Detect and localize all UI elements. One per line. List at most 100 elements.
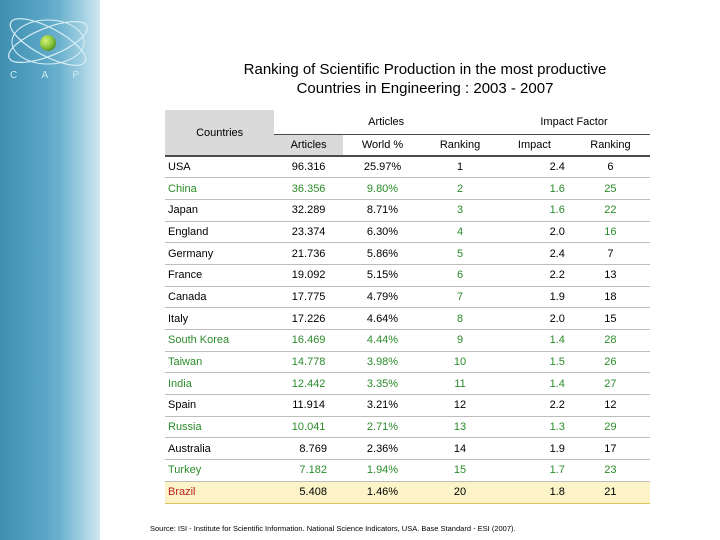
cell-impact: 2.0	[498, 221, 571, 244]
table-row: India 12.442 3.35% 11 1.4 27	[165, 372, 650, 396]
cell-ranking: 11	[422, 372, 499, 396]
cell-impact: 1.3	[498, 416, 571, 439]
cell-world: 4.64%	[342, 307, 423, 330]
header-articles: Articles	[274, 134, 343, 156]
cell-world: 9.80%	[342, 177, 423, 200]
cell-articles: 10.041	[274, 416, 343, 439]
cell-country: Russia	[165, 416, 275, 439]
ranking-table: Countries Articles Impact Factor Article…	[165, 110, 650, 504]
cell-country: Brazil	[165, 480, 275, 504]
cell-articles: 11.914	[274, 394, 343, 417]
cell-impact-ranking: 16	[570, 221, 650, 244]
cell-world: 1.94%	[342, 459, 423, 482]
cell-ranking: 14	[422, 437, 499, 461]
cell-ranking: 6	[422, 264, 499, 287]
cell-country: USA	[165, 155, 275, 179]
cell-country: Germany	[165, 242, 275, 265]
cell-country: France	[165, 264, 275, 287]
table-row: Spain 11.914 3.21% 12 2.2 12	[165, 394, 650, 417]
cell-articles: 21.736	[274, 242, 343, 265]
cell-world: 3.21%	[342, 394, 423, 417]
page-title: Ranking of Scientific Production in the …	[150, 60, 700, 98]
table-row: Italy 17.226 4.64% 8 2.0 15	[165, 307, 650, 330]
cell-impact: 1.5	[498, 351, 571, 374]
cell-world: 3.98%	[342, 351, 423, 374]
table-row: Germany 21.736 5.86% 5 2.4 7	[165, 242, 650, 265]
cell-world: 6.30%	[342, 221, 423, 244]
table-row: South Korea 16.469 4.44% 9 1.4 28	[165, 329, 650, 352]
cell-country: China	[165, 177, 275, 200]
header-ranking: Ranking	[439, 138, 481, 151]
cell-articles: 32.289	[274, 199, 343, 222]
cell-impact-ranking: 18	[570, 286, 650, 309]
cell-impact-ranking: 29	[570, 416, 650, 439]
cell-world: 3.35%	[342, 372, 423, 396]
cell-ranking: 10	[422, 351, 499, 374]
cell-ranking: 7	[422, 286, 499, 309]
cell-articles: 7.182	[274, 459, 343, 482]
cell-country: Taiwan	[165, 351, 275, 374]
header-impact: Impact	[517, 138, 551, 151]
cell-articles: 17.226	[274, 307, 343, 330]
cell-world: 8.71%	[342, 199, 423, 222]
cell-impact-ranking: 6	[570, 155, 650, 179]
cell-impact: 1.9	[498, 286, 571, 309]
source-note: Source: ISI - Institute for Scientific I…	[150, 524, 516, 533]
header-impact-ranking: Ranking	[590, 138, 631, 151]
cell-ranking: 12	[422, 394, 499, 417]
cell-impact: 1.4	[498, 329, 571, 352]
cell-impact: 2.2	[498, 264, 571, 287]
cell-ranking: 13	[422, 416, 499, 439]
cell-impact-ranking: 21	[570, 480, 650, 504]
cell-ranking: 15	[422, 459, 499, 482]
cell-country: Spain	[165, 394, 275, 417]
table-row: Taiwan 14.778 3.98% 10 1.5 26	[165, 351, 650, 374]
cell-ranking: 8	[422, 307, 499, 330]
cell-ranking: 4	[422, 221, 499, 244]
cell-country: England	[165, 221, 275, 244]
cell-impact: 1.9	[498, 437, 571, 461]
title-line-2: Countries in Engineering : 2003 - 2007	[296, 80, 554, 97]
cell-impact: 1.6	[498, 177, 571, 200]
cell-world: 5.86%	[342, 242, 423, 265]
capes-logo-icon	[8, 18, 88, 66]
table-row: England 23.374 6.30% 4 2.0 16	[165, 221, 650, 244]
table-row: Turkey 7.182 1.94% 15 1.7 23	[165, 459, 650, 482]
header-countries: Countries	[165, 110, 275, 156]
cell-world: 2.71%	[342, 416, 423, 439]
cell-impact: 2.4	[498, 242, 571, 265]
cell-impact: 2.2	[498, 394, 571, 417]
cell-impact-ranking: 25	[570, 177, 650, 200]
cell-ranking: 20	[422, 480, 499, 504]
cell-articles: 19.092	[274, 264, 343, 287]
cell-articles: 5.408	[274, 480, 343, 504]
table-row: Japan 32.289 8.71% 3 1.6 22	[165, 199, 650, 222]
cell-impact: 1.4	[498, 372, 571, 396]
header-world: World %	[361, 138, 404, 151]
cell-world: 2.36%	[342, 437, 423, 461]
table-row-highlighted: Brazil 5.408 1.46% 20 1.8 21	[165, 480, 650, 504]
table-row: Australia 8.769 2.36% 14 1.9 17	[165, 437, 650, 461]
cell-country: South Korea	[165, 329, 275, 352]
cell-impact-ranking: 13	[570, 264, 650, 287]
cell-articles: 16.469	[274, 329, 343, 352]
cell-world: 1.46%	[342, 480, 423, 504]
sidebar-band: C A P E S	[0, 0, 100, 540]
cell-impact-ranking: 26	[570, 351, 650, 374]
cell-ranking: 3	[422, 199, 499, 222]
cell-world: 4.79%	[342, 286, 423, 309]
cell-articles: 96.316	[274, 155, 343, 179]
cell-articles: 8.769	[274, 437, 343, 461]
header-articles-group: Articles	[274, 110, 499, 135]
cell-impact: 2.0	[498, 307, 571, 330]
cell-impact: 2.4	[498, 155, 571, 179]
cell-country: Italy	[165, 307, 275, 330]
cell-country: India	[165, 372, 275, 396]
cell-articles: 23.374	[274, 221, 343, 244]
cell-impact-ranking: 15	[570, 307, 650, 330]
cell-impact-ranking: 17	[570, 437, 650, 461]
cell-ranking: 5	[422, 242, 499, 265]
cell-country: Canada	[165, 286, 275, 309]
cell-ranking: 1	[422, 155, 499, 179]
cell-impact: 1.7	[498, 459, 571, 482]
